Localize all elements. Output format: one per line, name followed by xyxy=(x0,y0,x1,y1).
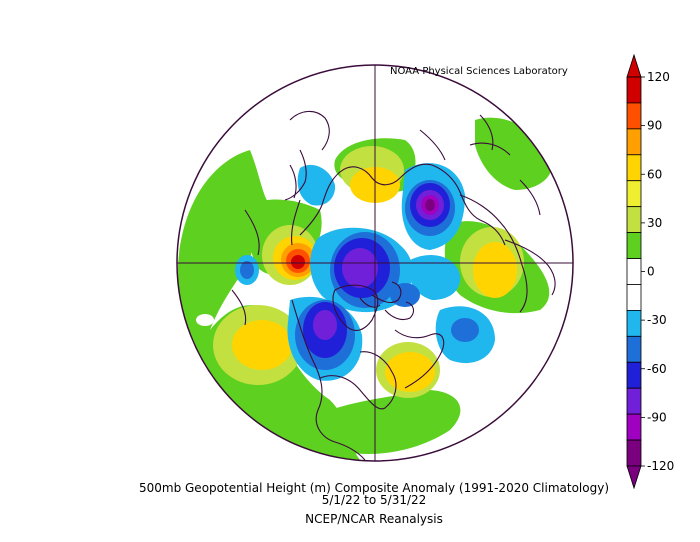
colorbar-tick-label: 120 xyxy=(647,70,670,84)
anomaly-region-blue-far-west xyxy=(240,261,254,279)
colorbar-swatch xyxy=(626,206,642,234)
colorbar-arrow-top xyxy=(626,53,642,78)
anomaly-region-yellow-southwest xyxy=(232,320,292,370)
colorbar-swatch xyxy=(626,284,642,311)
anomaly-field xyxy=(178,117,553,460)
date-range: 5/1/22 to 5/31/22 xyxy=(321,493,427,507)
coastline-eurasia-north xyxy=(299,163,506,246)
anomaly-region-blue-south-east xyxy=(451,318,479,342)
colorbar-tick-label: 90 xyxy=(647,119,662,133)
colorbar-swatch xyxy=(626,258,642,285)
colorbar-swatch xyxy=(626,439,642,467)
anomaly-region-cyan-east xyxy=(408,255,461,300)
graticule xyxy=(177,65,573,461)
colorbar-swatch xyxy=(626,413,642,441)
coastline-greenland xyxy=(332,284,379,331)
anomaly-region-green-southwest xyxy=(178,150,360,460)
anomaly-region-darkpurple-northeast xyxy=(425,199,435,211)
colorbar-tick-label: 60 xyxy=(647,167,662,181)
anomaly-region-red-core-west xyxy=(291,255,305,269)
anomaly-region-violet-center xyxy=(342,248,378,288)
coastline-europe-west xyxy=(289,110,330,246)
map-title: 500mb Geopotential Height (m) Composite … xyxy=(138,481,609,495)
anomaly-region-green-south xyxy=(330,390,461,454)
colorbar-tick-label: -90 xyxy=(647,410,667,424)
colorbar-swatch xyxy=(626,102,642,130)
anomaly-region-violet-south-center xyxy=(313,310,337,340)
source-credit: NOAA Physical Sciences Laboratory xyxy=(390,66,568,77)
colorbar-swatch xyxy=(626,128,642,156)
colorbar-swatch xyxy=(626,232,642,259)
coastline-arctic-islands xyxy=(359,281,415,321)
colorbar-tick-label: -30 xyxy=(647,313,667,327)
coastlines xyxy=(231,110,556,461)
colorbar-tick-label: -60 xyxy=(647,362,667,376)
colorbar-swatch xyxy=(626,361,642,389)
coastline-scandinavia xyxy=(284,149,307,201)
colorbar-tick-label: 0 xyxy=(647,265,655,279)
dataset-name: NCEP/NCAR Reanalysis xyxy=(305,512,443,526)
coastline-interior xyxy=(231,114,541,326)
colorbar-arrow-bottom xyxy=(626,465,642,490)
anomaly-region-yellow-south xyxy=(385,352,435,392)
colorbar-swatch xyxy=(626,335,642,363)
coastline-north-america xyxy=(291,299,445,461)
anomaly-region-blue-east xyxy=(390,283,420,307)
map-boundary xyxy=(176,64,574,462)
coastline-asia-east xyxy=(459,142,556,313)
colorbar-swatch xyxy=(626,387,642,415)
colorbar-swatch xyxy=(626,180,642,208)
colorbar-tick-label: 30 xyxy=(647,216,662,230)
anomaly-region-white-hole xyxy=(196,314,214,326)
colorbar-swatch xyxy=(626,76,642,104)
colorbar-tick-label: -120 xyxy=(647,459,674,473)
anomaly-region-yellow-east xyxy=(473,242,517,298)
colorbar-swatch xyxy=(626,309,642,337)
colorbar: 120 90 60 30 0 -30 -60 -90 -120 xyxy=(626,53,674,490)
colorbar-swatch xyxy=(626,154,642,182)
